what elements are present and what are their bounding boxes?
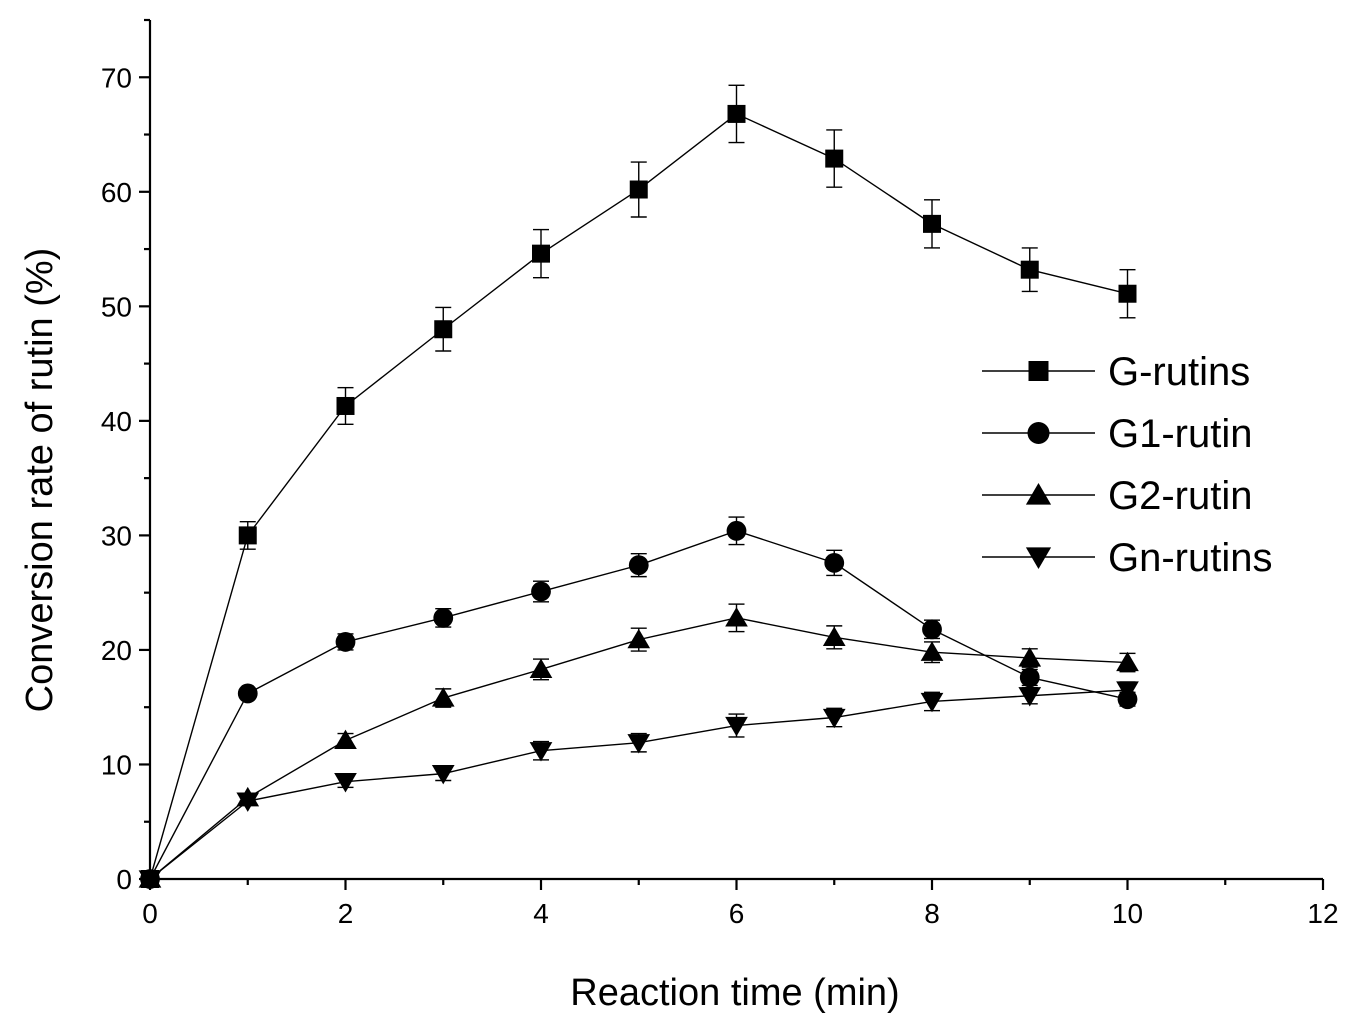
legend-entry-g1-rutin: G1-rutin: [982, 412, 1253, 456]
y-tick-label: 40: [101, 406, 132, 437]
data-point-g-rutins: [238, 526, 257, 545]
x-tick-label: 10: [1112, 898, 1143, 929]
legend: G-rutins G1-rutin G2-rutin Gn-rutins: [982, 350, 1273, 580]
y-tick-label: 60: [101, 177, 132, 208]
data-point-gn-rutins: [138, 870, 162, 890]
data-point-gn-rutins: [1116, 681, 1139, 701]
data-point-gn-rutins: [334, 773, 357, 793]
data-point-gn-rutins: [822, 708, 846, 729]
axes: 0 2 4 6 8 10 12 0 10 20 30 40 50 60 70: [101, 18, 1339, 929]
y-tick-label: 10: [101, 749, 132, 780]
legend-entry-gn-rutins: Gn-rutins: [982, 536, 1273, 580]
data-point-g-rutins: [1118, 284, 1137, 303]
data-point-g2-rutin: [529, 658, 553, 679]
y-tick-label: 0: [116, 864, 132, 895]
data-point-g1-rutin: [531, 581, 551, 602]
data-point-g1-rutin: [726, 520, 747, 541]
data-point-g2-rutin: [1116, 651, 1139, 672]
legend-marker-g1-rutin: [1027, 422, 1050, 444]
series-g2-rutin: [138, 603, 1139, 888]
series-g-rutins: [141, 84, 1137, 888]
data-point-gn-rutins: [1018, 687, 1042, 707]
x-tick-label: 0: [142, 898, 158, 929]
data-point-g-rutins: [1020, 260, 1039, 279]
x-axis-title: Reaction time (min): [570, 972, 899, 1014]
data-point-g1-rutin: [335, 632, 356, 652]
series-g1-rutin: [140, 516, 1138, 889]
data-point-g1-rutin: [1019, 667, 1040, 688]
x-tick-label: 12: [1307, 898, 1338, 929]
data-point-g1-rutin: [237, 683, 258, 704]
data-point-g2-rutin: [920, 641, 944, 661]
x-tick-label: 6: [729, 898, 745, 929]
data-point-g2-rutin: [431, 687, 455, 707]
data-point-g1-rutin: [922, 619, 942, 640]
series-line-g1-rutin: [149, 530, 1128, 880]
data-point-gn-rutins: [627, 734, 651, 754]
data-point-gn-rutins: [920, 692, 944, 713]
data-point-g-rutins: [629, 180, 648, 199]
series-layer: [138, 84, 1139, 890]
data-point-gn-rutins: [236, 792, 260, 812]
data-point-gn-rutins: [725, 716, 748, 737]
legend-label-g-rutins: G-rutins: [1108, 350, 1250, 394]
legend-label-g1-rutin: G1-rutin: [1108, 412, 1253, 456]
legend-label-gn-rutins: Gn-rutins: [1108, 536, 1273, 580]
data-point-g1-rutin: [824, 552, 845, 573]
x-tick-label: 8: [924, 898, 940, 929]
y-tick-label: 30: [101, 520, 132, 551]
series-gn-rutins: [138, 681, 1139, 890]
data-point-g2-rutin: [1018, 647, 1042, 667]
legend-marker-g-rutins: [1028, 361, 1049, 381]
y-tick-label: 70: [101, 62, 132, 93]
data-point-g-rutins: [434, 320, 453, 339]
legend-entry-g2-rutin: G2-rutin: [982, 474, 1253, 518]
data-point-g-rutins: [923, 214, 941, 233]
data-point-g-rutins: [825, 149, 844, 168]
y-tick-label: 50: [101, 291, 132, 322]
data-point-g2-rutin: [725, 607, 748, 627]
data-point-g1-rutin: [628, 555, 649, 576]
data-point-g1-rutin: [433, 607, 454, 628]
legend-marker-g2-rutin: [1025, 483, 1052, 505]
y-axis-title: Conversion rate of rutin (%): [19, 248, 61, 713]
y-tick-label: 20: [101, 635, 132, 666]
data-point-g2-rutin: [822, 626, 846, 646]
data-point-g2-rutin: [334, 729, 357, 750]
x-tick-label: 4: [533, 898, 549, 929]
data-point-g2-rutin: [627, 628, 651, 649]
data-point-g-rutins: [532, 244, 550, 263]
data-point-gn-rutins: [529, 742, 553, 762]
legend-marker-gn-rutins: [1025, 547, 1052, 569]
legend-entry-g-rutins: G-rutins: [982, 350, 1250, 394]
data-point-g-rutins: [727, 104, 746, 123]
series-line-gn-rutins: [149, 689, 1128, 880]
data-point-gn-rutins: [431, 764, 455, 785]
series-line-g-rutins: [149, 113, 1128, 880]
x-tick-label: 2: [338, 898, 354, 929]
data-point-g-rutins: [336, 396, 355, 415]
legend-label-g2-rutin: G2-rutin: [1108, 474, 1253, 518]
